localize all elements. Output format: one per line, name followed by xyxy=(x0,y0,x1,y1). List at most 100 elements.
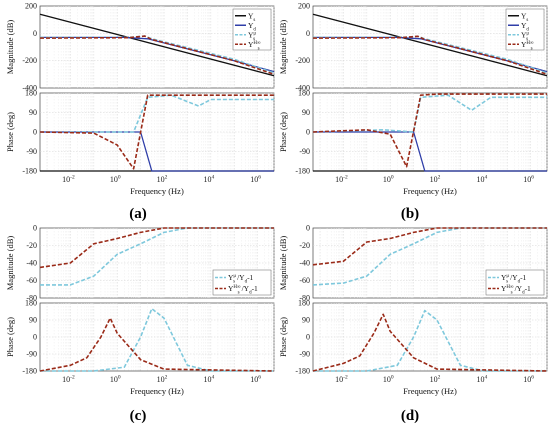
ytick-label: 200 xyxy=(298,2,310,11)
xtick-label: 106 xyxy=(250,375,261,385)
xtick-label: 104 xyxy=(203,175,214,185)
ytick-label: 0 xyxy=(33,224,37,233)
panel-d: 0 -20 -40 -60 -80 Magnitude (dB) 180 90 0 -90 -180… xyxy=(278,224,548,396)
panel-a: 200 0 -200 -400 Magnitude (dB) 180 90 0 -90 -180 P… xyxy=(5,2,275,196)
xtick-label: 102 xyxy=(157,175,168,185)
magnitude-ylabel: Magnitude (dB) xyxy=(278,20,288,75)
panel-b: 200 0 -200 -400 Magnitude (dB) 180 90 0 -90 -180 P… xyxy=(278,2,548,196)
series-line-phase xyxy=(312,313,548,372)
xtick-label: 106 xyxy=(250,175,261,185)
series-line-phase xyxy=(313,309,547,372)
legend-entry: Yd xyxy=(521,21,529,33)
ytick-label: -200 xyxy=(22,56,37,65)
ytick-label: 90 xyxy=(302,316,310,325)
series-line-phase xyxy=(39,317,275,372)
ytick-label: 180 xyxy=(25,299,37,308)
ytick-label: 0 xyxy=(33,333,37,342)
legend-entry: Ys xyxy=(248,11,255,23)
xtick-label: 102 xyxy=(430,375,441,385)
caption-d: (d) xyxy=(401,408,419,424)
ytick-label: 0 xyxy=(306,224,310,233)
ytick-label: -90 xyxy=(26,350,37,359)
phase-ylabel: Phase (deg) xyxy=(278,112,288,152)
ytick-label: 0 xyxy=(306,333,310,342)
series-line-phase xyxy=(312,93,547,168)
series-line-magnitude xyxy=(39,13,275,77)
xlabel: Frequency (Hz) xyxy=(130,186,184,196)
panel-c: 0 -20 -40 -60 -80 Magnitude (dB) 180 90 0 -90 -180… xyxy=(5,224,275,396)
ytick-label: 0 xyxy=(33,29,37,38)
legend-entry: YH∞ s/Yd-1 xyxy=(501,284,531,296)
ytick-label: -60 xyxy=(299,276,310,285)
series-line-phase xyxy=(312,94,547,133)
legend: Yμ s/Yd-1YH∞ s/Yd-1 xyxy=(485,269,545,296)
legend-entry: Yμ s xyxy=(248,30,256,42)
series-line-magnitude xyxy=(312,13,548,77)
legend-entry: YH∞ s xyxy=(248,40,261,52)
series-line-phase xyxy=(313,131,547,172)
magnitude-ylabel: Magnitude (dB) xyxy=(5,236,15,291)
ytick-label: 180 xyxy=(298,299,310,308)
ytick-label: -20 xyxy=(26,241,37,250)
ytick-label: -180 xyxy=(295,367,310,376)
ytick-label: -180 xyxy=(22,167,37,176)
series-line-magnitude xyxy=(39,35,275,76)
legend-entry: Yμ s xyxy=(521,30,529,42)
caption-b: (b) xyxy=(401,206,419,222)
phase-ylabel: Phase (deg) xyxy=(5,317,15,357)
ytick-label: 0 xyxy=(306,128,310,137)
ytick-label: -400 xyxy=(295,84,310,93)
xtick-label: 104 xyxy=(476,375,487,385)
ytick-label: 90 xyxy=(29,108,37,117)
phase-ylabel: Phase (deg) xyxy=(278,317,288,357)
xtick-label: 10-2 xyxy=(335,375,348,385)
ytick-label: 200 xyxy=(25,2,37,11)
legend-entry: YH∞ s xyxy=(521,40,534,52)
phase-axes: 180 90 0 -90 -180 Phase (deg) 10-2 100 102 104 106… xyxy=(278,89,548,196)
legend-entry: Yμ s/Yd-1 xyxy=(501,273,527,285)
xtick-label: 100 xyxy=(383,375,394,385)
legend: Yμ s/Yd-1YH∞ s/Yd-1 xyxy=(212,269,272,296)
ytick-label: 90 xyxy=(29,316,37,325)
ytick-label: -90 xyxy=(26,147,37,156)
ytick-label: -400 xyxy=(22,84,37,93)
xlabel: Frequency (Hz) xyxy=(403,386,457,396)
xtick-label: 102 xyxy=(157,375,168,385)
series-line-phase xyxy=(39,94,274,170)
xlabel: Frequency (Hz) xyxy=(403,186,457,196)
legend-entry: YH∞ s/Yd-1 xyxy=(228,284,258,296)
ytick-label: 180 xyxy=(298,89,310,98)
xtick-label: 104 xyxy=(476,175,487,185)
ytick-label: -40 xyxy=(26,259,37,268)
ytick-label: -90 xyxy=(299,350,310,359)
phase-axes: 180 90 0 -90 -180 Phase (deg) 10-2 100 102 104 106… xyxy=(5,89,275,196)
xtick-label: 106 xyxy=(523,375,534,385)
caption-a: (a) xyxy=(129,206,147,222)
series-line-magnitude xyxy=(312,35,548,76)
ytick-label: 0 xyxy=(306,29,310,38)
ytick-label: -60 xyxy=(26,276,37,285)
ytick-label: -200 xyxy=(295,56,310,65)
xtick-label: 10-2 xyxy=(62,375,75,385)
ytick-label: -90 xyxy=(299,147,310,156)
xtick-label: 102 xyxy=(430,175,441,185)
xtick-label: 100 xyxy=(110,175,121,185)
ytick-label: -80 xyxy=(26,294,37,303)
series-line-magnitude xyxy=(39,227,274,269)
ytick-label: -180 xyxy=(295,167,310,176)
magnitude-axes: 0 -20 -40 -60 -80 Magnitude (dB) xyxy=(278,224,548,303)
series-line-phase xyxy=(40,94,274,133)
ytick-label: -20 xyxy=(299,241,310,250)
legend-entry: Yd xyxy=(248,21,256,33)
legend-entry: Ys xyxy=(521,11,528,23)
ytick-label: -80 xyxy=(299,294,310,303)
ytick-label: -40 xyxy=(299,259,310,268)
ytick-label: -180 xyxy=(22,367,37,376)
magnitude-ylabel: Magnitude (dB) xyxy=(278,236,288,291)
ytick-label: 90 xyxy=(302,108,310,117)
xtick-label: 100 xyxy=(110,375,121,385)
series-line-magnitude xyxy=(312,227,547,266)
